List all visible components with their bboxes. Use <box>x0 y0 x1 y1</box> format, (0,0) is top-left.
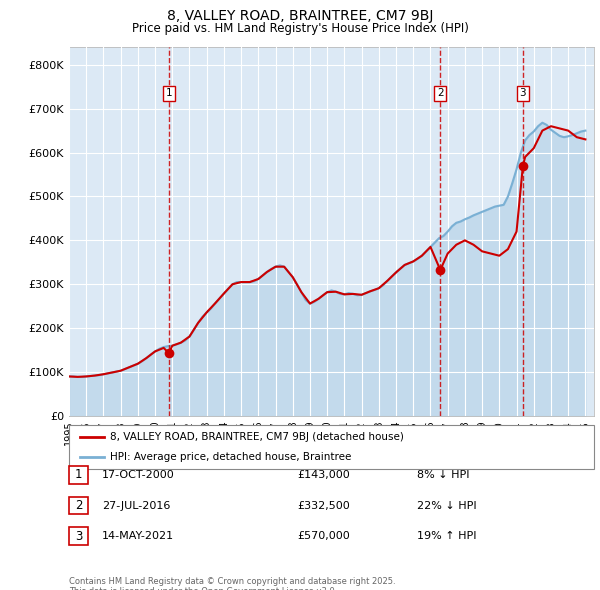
Text: Price paid vs. HM Land Registry's House Price Index (HPI): Price paid vs. HM Land Registry's House … <box>131 22 469 35</box>
Text: 2: 2 <box>437 88 443 99</box>
Text: 8, VALLEY ROAD, BRAINTREE, CM7 9BJ (detached house): 8, VALLEY ROAD, BRAINTREE, CM7 9BJ (deta… <box>110 432 404 442</box>
Text: £143,000: £143,000 <box>297 470 350 480</box>
Text: 3: 3 <box>75 530 82 543</box>
Text: 14-MAY-2021: 14-MAY-2021 <box>102 532 174 541</box>
Text: 19% ↑ HPI: 19% ↑ HPI <box>417 532 476 541</box>
Text: 17-OCT-2000: 17-OCT-2000 <box>102 470 175 480</box>
Text: £332,500: £332,500 <box>297 501 350 510</box>
Text: 27-JUL-2016: 27-JUL-2016 <box>102 501 170 510</box>
Text: 2: 2 <box>75 499 82 512</box>
Text: Contains HM Land Registry data © Crown copyright and database right 2025.
This d: Contains HM Land Registry data © Crown c… <box>69 577 395 590</box>
Text: 22% ↓ HPI: 22% ↓ HPI <box>417 501 476 510</box>
Text: HPI: Average price, detached house, Braintree: HPI: Average price, detached house, Brai… <box>110 452 351 462</box>
Text: 1: 1 <box>75 468 82 481</box>
Text: 8, VALLEY ROAD, BRAINTREE, CM7 9BJ: 8, VALLEY ROAD, BRAINTREE, CM7 9BJ <box>167 9 433 23</box>
Text: 8% ↓ HPI: 8% ↓ HPI <box>417 470 469 480</box>
Text: £570,000: £570,000 <box>297 532 350 541</box>
Text: 1: 1 <box>166 88 172 99</box>
Text: 3: 3 <box>520 88 526 99</box>
